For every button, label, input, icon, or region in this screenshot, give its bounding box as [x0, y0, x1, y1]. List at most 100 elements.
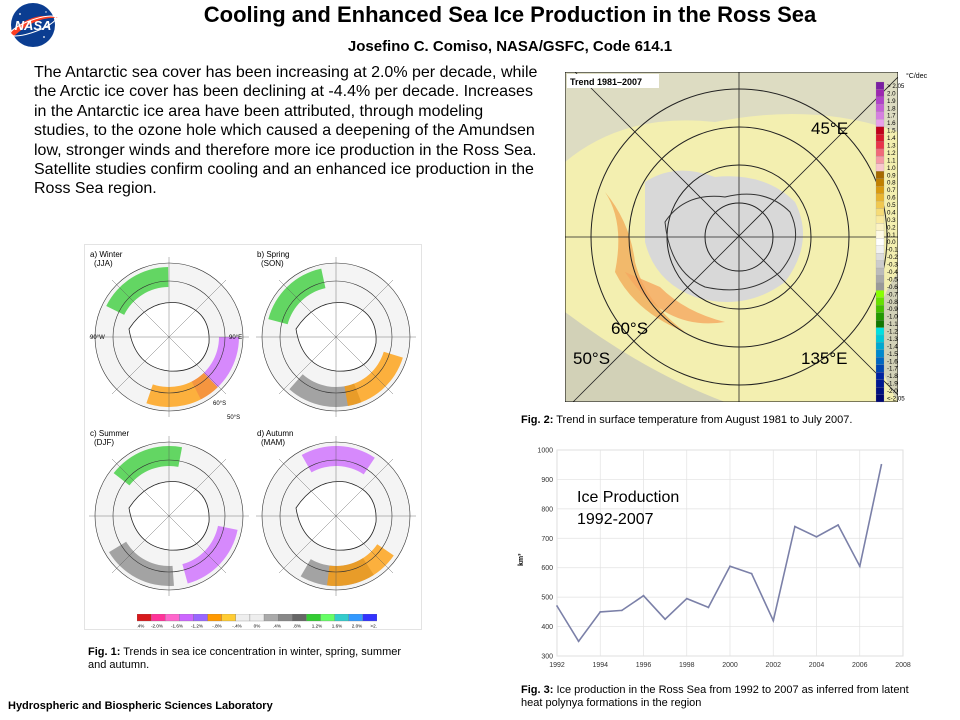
map-panel-winter: a) Winter (JJA) 90°W 90°E 60°S 50°S: [87, 247, 252, 423]
y-tick-label: 600: [541, 565, 553, 572]
figure-3-caption: Fig. 3: Ice production in the Ross Sea f…: [521, 684, 931, 710]
map-label-50s: 50°S: [573, 349, 610, 368]
data-point: [858, 565, 861, 568]
colorbar-tick-label: 1.6%: [332, 624, 342, 629]
colorbar-swatch: [875, 394, 885, 403]
data-point: [750, 572, 753, 575]
map-label-135e: 135°E: [801, 349, 848, 368]
colorbar-swatch: [875, 267, 885, 276]
data-point: [620, 609, 623, 612]
colorbar-swatch: [875, 126, 885, 135]
colorbar-swatch: [875, 357, 885, 365]
data-point: [664, 618, 667, 621]
colorbar-swatch: [875, 253, 885, 261]
map-panel-autumn: d) Autumn (MAM): [254, 426, 419, 602]
colorbar-swatch: [306, 614, 321, 622]
colorbar-tick-label: > 2.05: [887, 83, 905, 90]
map-label-90w: 90°W: [90, 335, 105, 341]
colorbar-tick-label: -0.4: [887, 269, 898, 276]
colorbar-tick-label: -.4%: [232, 624, 241, 629]
nasa-logo: NASA: [9, 3, 58, 47]
colorbar-tick-label: 1.5: [887, 128, 896, 135]
colorbar-tick-label: 1.0: [887, 165, 896, 172]
colorbar-tick-label: -0.2: [887, 254, 898, 261]
y-axis-label: km³: [518, 553, 525, 566]
colorbar-swatch: [875, 141, 885, 150]
colorbar-tick-label: -1.6%: [171, 624, 183, 629]
colorbar-tick-label: 1.3: [887, 142, 896, 149]
x-tick-label: 1992: [549, 662, 565, 669]
data-point: [793, 525, 796, 528]
colorbar-swatch: [875, 230, 885, 239]
figure-3-caption-text: Ice production in the Ross Sea from 1992…: [521, 684, 909, 709]
figure-1-caption-text: Trends in sea ice concentration in winte…: [88, 646, 402, 671]
colorbar-tick-label: 2.0%: [352, 624, 362, 629]
colorbar-tick-label: -1.8: [887, 373, 898, 380]
colorbar-swatch: [875, 364, 885, 373]
colorbar-swatch: [875, 312, 885, 321]
colorbar-swatch: [875, 305, 885, 313]
figure-2-caption: Fig. 2: Trend in surface temperature fro…: [521, 414, 931, 426]
panel-sublabel: (MAM): [261, 438, 285, 447]
y-tick-label: 300: [541, 654, 553, 661]
colorbar-tick-label: <-2.05: [887, 396, 905, 403]
colorbar-swatch: [875, 215, 885, 224]
colorbar-swatch: [875, 171, 885, 179]
colorbar-tick-label: 1.9: [887, 98, 896, 105]
data-point: [642, 594, 645, 597]
data-point: [815, 535, 818, 538]
panel-label: a) Winter: [90, 250, 123, 259]
x-tick-label: 1994: [592, 662, 608, 669]
colorbar-swatch: [875, 290, 885, 298]
x-tick-label: 1998: [679, 662, 695, 669]
colorbar-swatch: [875, 208, 885, 217]
colorbar-tick-label: 0.2: [887, 224, 896, 231]
colorbar-tick-label: 1.2: [887, 150, 896, 157]
colorbar-tick-label: .4%: [273, 624, 281, 629]
x-tick-label: 2008: [895, 662, 911, 669]
figure-2-header: Trend 1981–2007: [570, 77, 642, 87]
panel-label: c) Summer: [90, 429, 129, 438]
map-label-90e: 90°E: [229, 335, 242, 341]
x-tick-label: 2000: [722, 662, 738, 669]
colorbar-swatch: [362, 614, 377, 622]
colorbar-swatch: [875, 148, 885, 157]
colorbar-tick-label: 0.6: [887, 195, 896, 202]
colorbar-tick-label: -1.2%: [191, 624, 203, 629]
data-point: [707, 606, 710, 609]
colorbar-tick-label: -1.5: [887, 351, 898, 358]
colorbar-tick-label: -1.1: [887, 321, 898, 328]
map-label-45e: 45°E: [811, 119, 848, 138]
author-line: Josefino C. Comiso, NASA/GSFC, Code 614.…: [347, 38, 673, 55]
colorbar-tick-label: -1.6: [887, 358, 898, 365]
colorbar-tick-label: 0.5: [887, 202, 896, 209]
figure-2-caption-label: Fig. 2:: [521, 414, 554, 426]
figure-1-caption-label: Fig. 1:: [88, 646, 121, 658]
colorbar-tick-label: -.8%: [212, 624, 221, 629]
panel-label: b) Spring: [257, 250, 289, 259]
colorbar-tick-label: -1.9: [887, 381, 898, 388]
colorbar-swatch: [875, 334, 885, 343]
abstract-text: The Antarctic sea cover has been increas…: [34, 64, 538, 198]
colorbar-swatch: [165, 614, 180, 622]
y-tick-label: 400: [541, 624, 553, 631]
chart-title: Ice Production 1992-2007: [577, 489, 679, 528]
colorbar-swatch: [875, 327, 885, 336]
panel-sublabel: (SON): [261, 259, 284, 268]
colorbar-tick-label: -2.0: [887, 388, 898, 395]
colorbar-swatch: [292, 614, 307, 622]
colorbar-tick-label: -0.6: [887, 284, 898, 291]
colorbar-swatch: [875, 111, 885, 120]
page-title: Cooling and Enhanced Sea Ice Production …: [203, 2, 817, 27]
colorbar-tick-label: -0.1: [887, 247, 898, 254]
y-tick-label: 500: [541, 595, 553, 602]
colorbar-tick-label: 0.7: [887, 187, 896, 194]
data-point: [685, 597, 688, 600]
data-point: [556, 605, 558, 607]
colorbar-swatch: [875, 349, 885, 358]
colorbar-tick-label: 2.0: [887, 90, 896, 97]
colorbar-tick-label: -1.0: [887, 314, 898, 321]
colorbar-swatch: [150, 614, 166, 622]
footer-lab-name: Hydrospheric and Biospheric Sciences Lab…: [8, 700, 273, 712]
colorbar-swatch: [875, 163, 885, 172]
